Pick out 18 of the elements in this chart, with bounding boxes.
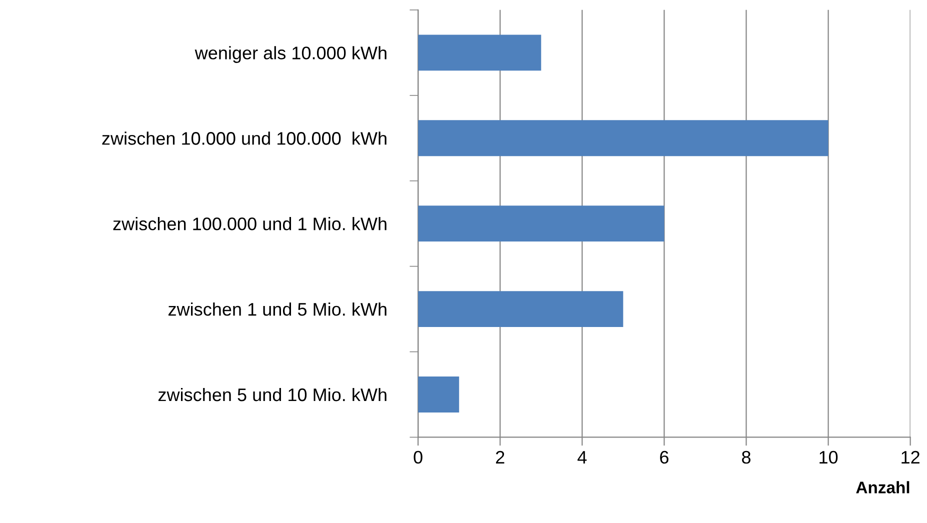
x-tick-label: 12 bbox=[902, 450, 920, 464]
bar bbox=[418, 291, 624, 327]
x-axis-title: Anzahl bbox=[856, 481, 910, 494]
x-tick-label: 6 bbox=[660, 450, 668, 464]
y-tick-label: zwischen 5 und 10 Mio. kWh bbox=[158, 388, 386, 402]
bar bbox=[418, 120, 828, 156]
y-tick-label: weniger als 10.000 kWh bbox=[194, 46, 386, 63]
x-tick-label: 4 bbox=[578, 451, 587, 464]
bar bbox=[418, 376, 460, 412]
y-tick-label: zwischen 1 und 5 Mio. kWh bbox=[168, 302, 386, 316]
y-tick-label: zwischen 100.000 und 1 Mio. kWh bbox=[113, 217, 386, 230]
x-tick-label: 0 bbox=[414, 450, 422, 464]
bar bbox=[418, 206, 664, 242]
x-tick-label: 10 bbox=[820, 450, 838, 464]
x-tick-label: 2 bbox=[496, 450, 504, 464]
bar bbox=[418, 34, 542, 71]
y-tick-label: zwischen 10.000 und 100.000 kWh bbox=[102, 132, 386, 145]
x-tick-label: 8 bbox=[742, 450, 750, 464]
